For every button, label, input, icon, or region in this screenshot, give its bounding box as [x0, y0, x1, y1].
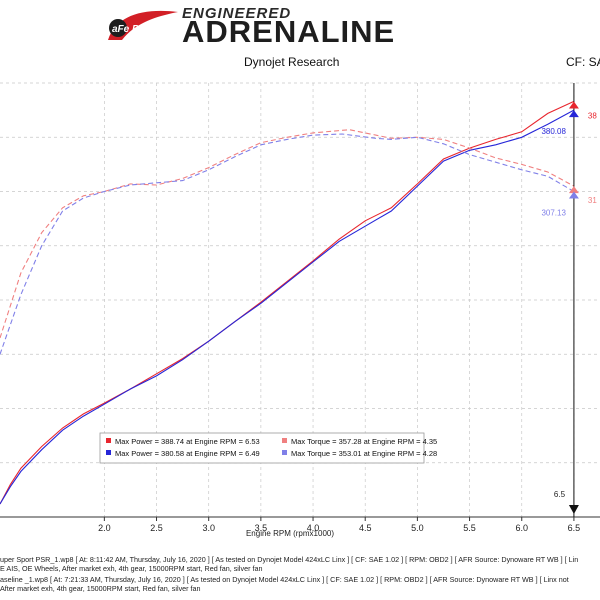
legend-torque-text: Max Torque = 353.01 at Engine RPM = 4.28 [291, 449, 437, 458]
legend-power-text: Max Power = 388.74 at Engine RPM = 6.53 [115, 437, 260, 446]
footer-line-1: uper Sport PSR_1.wp8 [ At: 8:11:42 AM, T… [0, 555, 579, 564]
x-tick-label: 2.0 [98, 523, 111, 533]
x-tick-label: 6.0 [515, 523, 528, 533]
legend-swatch-torque [282, 438, 287, 443]
series-line-power-blue [0, 109, 575, 505]
x-tick-label: 5.5 [463, 523, 476, 533]
x-axis-label: Engine RPM (rpmx1000) [246, 529, 334, 538]
legend-box [99, 432, 425, 464]
x-tick-label: 4.5 [359, 523, 372, 533]
brand-main-text: ADRENALINE [182, 14, 396, 49]
chart-title: Dynojet Research [244, 55, 340, 69]
legend: Max Power = 388.74 at Engine RPM = 6.53 M… [99, 432, 437, 464]
value-markers: 38 380.08 31 307.13 [541, 101, 597, 218]
footer-line-2: E AIS, OE Wheels, After market exh, 4th … [0, 564, 263, 573]
series-line-torque-light-red [0, 129, 575, 339]
x-tick-label: 6.5 [568, 523, 581, 533]
series-layer [0, 100, 575, 505]
marker-arrow-red [568, 101, 579, 109]
marker-arrow-blue [568, 110, 579, 118]
run-info-footer: uper Sport PSR_1.wp8 [ At: 8:11:42 AM, T… [0, 553, 600, 600]
x-tick-label: 5.0 [411, 523, 424, 533]
marker-value-label: 31 [588, 196, 597, 205]
legend-power-text: Max Power = 380.58 at Engine RPM = 6.49 [115, 449, 260, 458]
logo-text: aFe POWER [112, 24, 171, 35]
legend-torque-text: Max Torque = 357.28 at Engine RPM = 4.35 [291, 437, 437, 446]
marker-arrow-light-blue [568, 191, 579, 199]
rpm-cursor-label: 6.5 [554, 490, 566, 499]
series-line-torque-light-blue [0, 133, 575, 355]
footer-line-4: After market exh, 4th gear, 15000RPM sta… [0, 584, 201, 593]
logo-dot-shape [109, 19, 127, 37]
dyno-chart: 2.0 2.5 3.0 3.5 4.0 4.5 5.0 5.5 6.0 6.5 6.5 38 380… [0, 82, 600, 538]
axes: 2.0 2.5 3.0 3.5 4.0 4.5 5.0 5.5 6.0 6.5 [0, 516, 600, 533]
legend-swatch-power [106, 450, 111, 455]
cf-label: CF: SAE [566, 55, 600, 69]
footer-line-3: aseline _1.wp8 [ At: 7:21:33 AM, Thursda… [0, 575, 569, 584]
marker-value-label: 380.08 [541, 127, 566, 136]
cursor: 6.5 [554, 83, 579, 517]
marker-value-label: 307.13 [541, 209, 566, 218]
brand-top-text: ENGINEERED [182, 5, 292, 22]
header: aFe POWER ENGINEERED ADRENALINE [0, 0, 600, 48]
x-tick-label: 4.0 [307, 523, 320, 533]
afe-power-logo: aFe POWER [108, 10, 178, 40]
x-tick-label: 3.5 [255, 523, 268, 533]
x-tick-label: 3.0 [202, 523, 215, 533]
legend-swatch-torque [282, 450, 287, 455]
rpm-cursor-arrow [568, 505, 579, 514]
x-tick-label: 2.5 [150, 523, 163, 533]
legend-swatch-power [106, 438, 111, 443]
marker-value-label: 38 [588, 111, 597, 120]
brand-wordmark: ENGINEERED ADRENALINE [182, 5, 492, 47]
marker-arrow-light-red [568, 186, 579, 194]
